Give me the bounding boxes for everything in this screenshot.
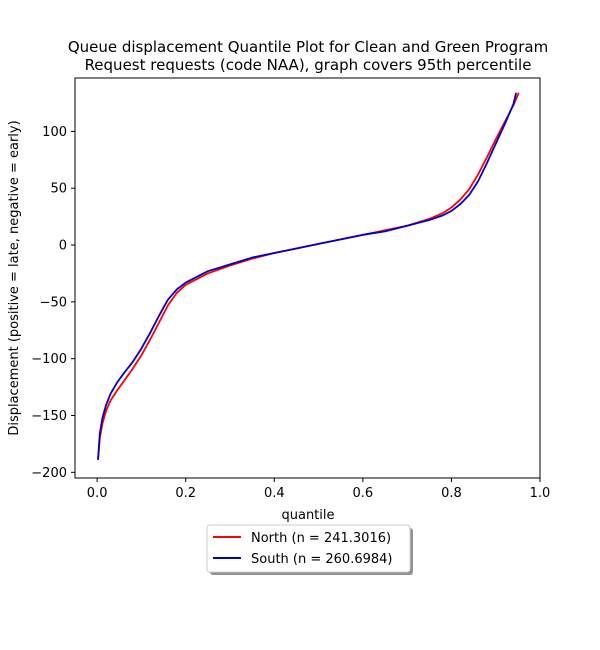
x-tick-label: 1.0 [530, 486, 551, 501]
y-tick-label: −200 [31, 466, 67, 481]
x-tick-label: 0.6 [353, 486, 374, 501]
series-line-south [97, 92, 517, 460]
y-axis-label: Displacement (positive = late, negative … [7, 120, 22, 435]
plot-series-group [97, 92, 520, 460]
plot-area-frame [74, 77, 541, 479]
x-tick-label: 0.2 [175, 486, 196, 501]
y-tick-label: −50 [40, 295, 67, 310]
chart-title-line-2: Request requests (code NAA), graph cover… [85, 56, 532, 74]
legend-label-south: South (n = 260.6984) [251, 552, 392, 567]
x-tick-label: 0.4 [264, 486, 285, 501]
x-tick-label: 0.0 [87, 486, 108, 501]
y-tick-label: −150 [31, 409, 67, 424]
x-axis-ticks: 0.0 0.2 0.4 0.6 0.8 1.0 [87, 478, 551, 501]
y-axis-ticks: −200 −150 −100 −50 0 50 100 [31, 125, 75, 481]
x-tick-label: 0.8 [441, 486, 462, 501]
chart-title-line-1: Queue displacement Quantile Plot for Cle… [68, 38, 548, 56]
y-tick-label: −100 [31, 352, 67, 367]
y-tick-label: 50 [50, 182, 67, 197]
x-axis-label: quantile [281, 508, 334, 523]
y-tick-label: 0 [59, 239, 67, 254]
legend: North (n = 241.3016) South (n = 260.6984… [206, 524, 413, 575]
legend-label-north: North (n = 241.3016) [251, 531, 391, 546]
legend-box [206, 524, 411, 573]
y-tick-label: 100 [42, 125, 67, 140]
